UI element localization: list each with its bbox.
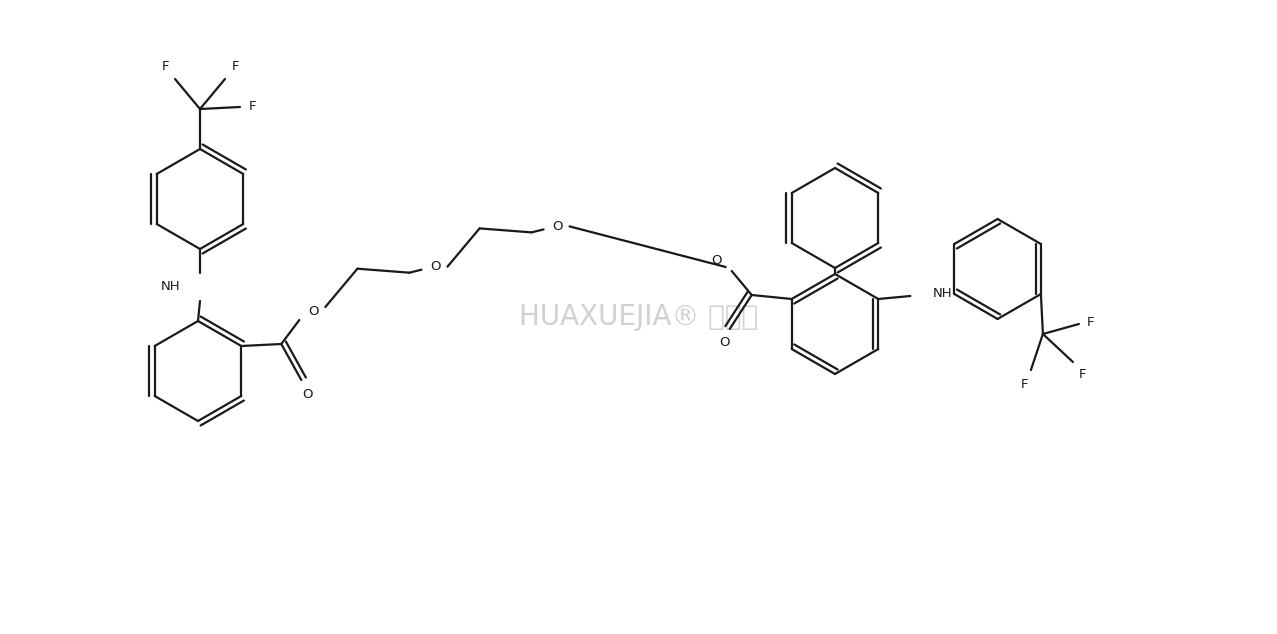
Text: O: O xyxy=(430,260,441,273)
Text: O: O xyxy=(303,387,313,401)
Text: O: O xyxy=(719,337,730,349)
Text: F: F xyxy=(161,60,169,74)
Text: F: F xyxy=(248,101,255,113)
Text: F: F xyxy=(231,60,239,74)
Text: F: F xyxy=(1087,316,1094,328)
Text: HUAXUEJIA® 化学加: HUAXUEJIA® 化学加 xyxy=(518,303,759,331)
Text: F: F xyxy=(1079,368,1087,380)
Text: NH: NH xyxy=(161,280,180,292)
Text: O: O xyxy=(308,304,318,318)
Text: NH: NH xyxy=(932,287,951,299)
Text: F: F xyxy=(1022,377,1029,391)
Text: O: O xyxy=(553,220,563,233)
Text: O: O xyxy=(711,254,722,268)
